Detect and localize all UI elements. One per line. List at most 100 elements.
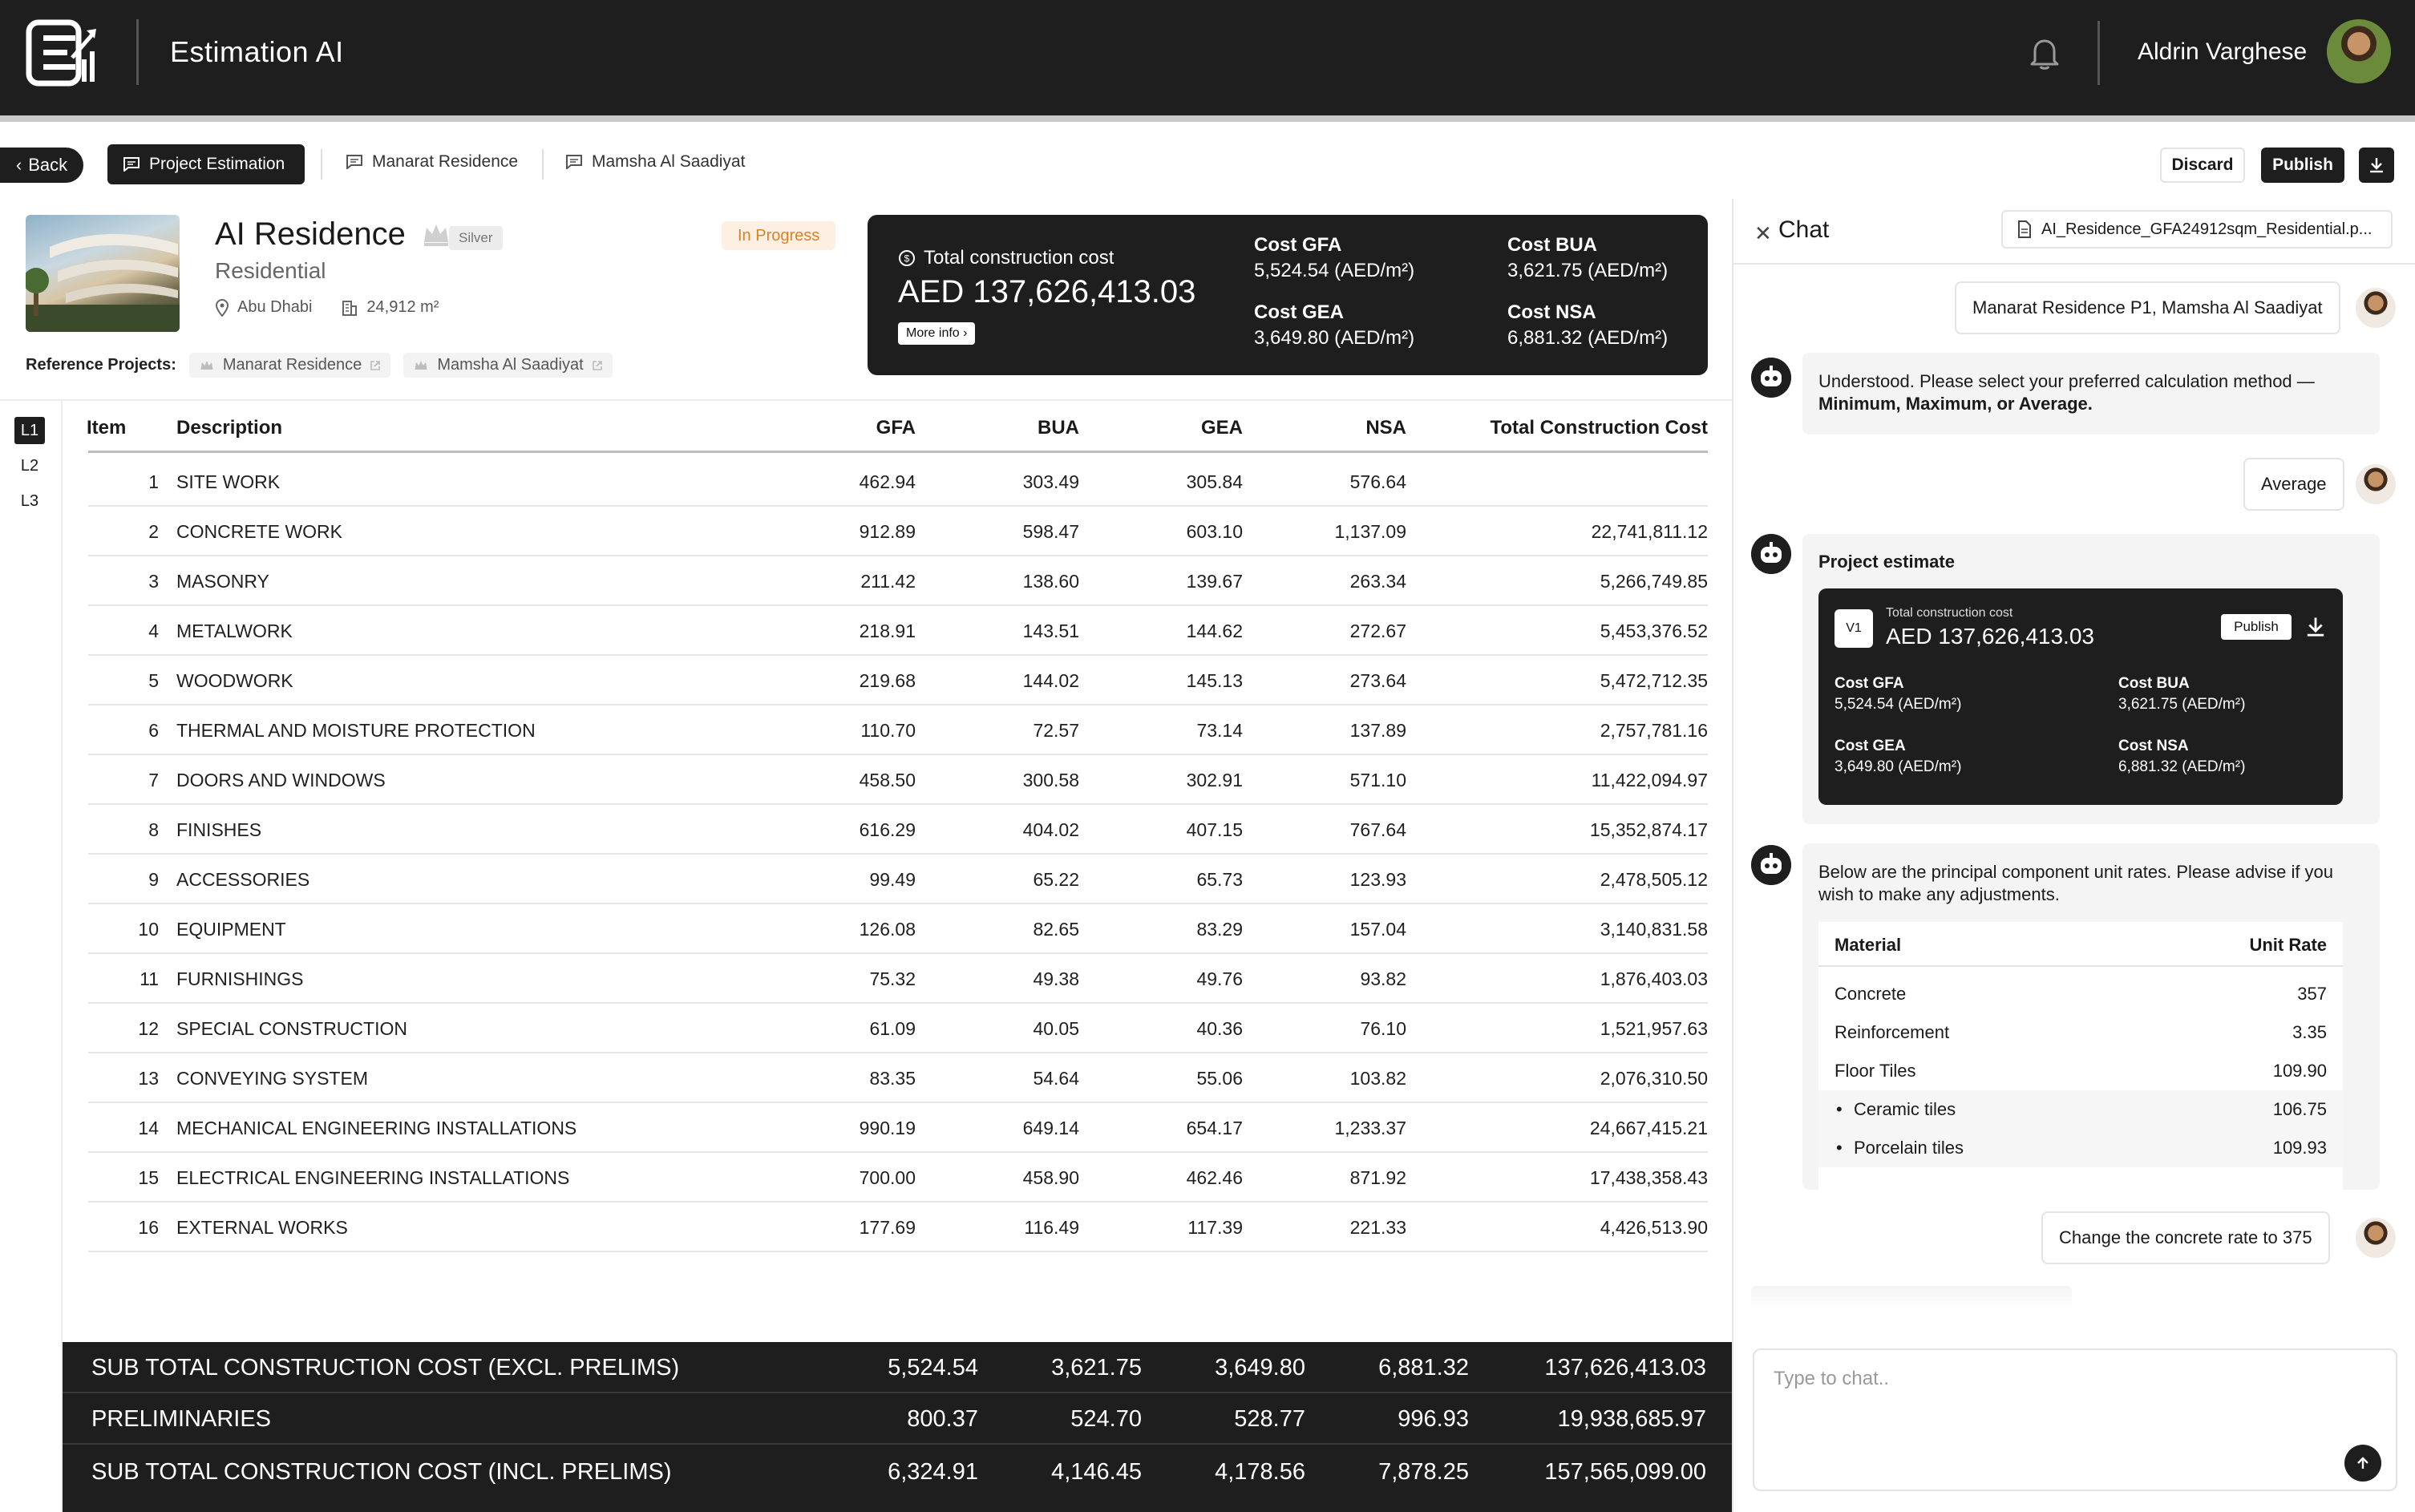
- tab-manarat-residence[interactable]: Manarat Residence: [346, 152, 518, 172]
- cell-gfa: 458.50: [859, 770, 916, 790]
- status-badge: In Progress: [722, 221, 836, 250]
- table-row[interactable]: 10 EQUIPMENT 126.08 82.65 83.29 157.04 3,140,8…: [88, 904, 1708, 954]
- total-label: SUB TOTAL CONSTRUCTION COST (INCL. PRELI…: [91, 1459, 672, 1485]
- user-avatar[interactable]: [2327, 19, 2391, 83]
- cell-item: 15: [138, 1167, 159, 1188]
- cell-gea: 49.76: [1196, 968, 1243, 989]
- estimation-ai-logo[interactable]: [26, 19, 98, 87]
- cell-gea: 83.29: [1196, 919, 1243, 940]
- table-row[interactable]: 3 MASONRY 211.42 138.60 139.67 263.34 5,266,74…: [88, 556, 1708, 606]
- table-row[interactable]: 11 FURNISHINGS 75.32 49.38 49.76 93.82 1,876,4…: [88, 954, 1708, 1004]
- cell-total-cost: 4,426,513.90: [1600, 1217, 1708, 1238]
- cell-item: 4: [148, 621, 159, 641]
- table-row[interactable]: 16 EXTERNAL WORKS 177.69 116.49 117.39 221.33…: [88, 1203, 1708, 1252]
- estimate-cost-gea: Cost GEA 3,649.80 (AED/m²): [1835, 736, 1961, 778]
- discard-button[interactable]: Discard: [2160, 148, 2245, 183]
- project-image: [26, 215, 180, 332]
- table-row[interactable]: 2 CONCRETE WORK 912.89 598.47 603.10 1,137.09…: [88, 507, 1708, 556]
- cell-total-cost: 17,438,358.43: [1589, 1167, 1708, 1188]
- cell-bua: 598.47: [1022, 521, 1079, 542]
- cell-description: FURNISHINGS: [176, 968, 304, 989]
- building-icon: [342, 300, 358, 316]
- rate-row[interactable]: • Porcelain tiles 109.93: [1818, 1129, 2343, 1167]
- cell-gfa: 110.70: [860, 720, 916, 741]
- table-row[interactable]: 13 CONVEYING SYSTEM 83.35 54.64 55.06 103.82 2…: [88, 1053, 1708, 1103]
- rate-row[interactable]: Reinforcement 3.35: [1818, 1013, 2343, 1052]
- cost-key: Cost NSA: [1507, 301, 1596, 323]
- cell-description: ELECTRICAL ENGINEERING INSTALLATIONS: [176, 1167, 570, 1188]
- back-button[interactable]: ‹ Back: [0, 148, 83, 183]
- table-row[interactable]: 5 WOODWORK 219.68 144.02 145.13 273.64 5,472,7…: [88, 656, 1708, 705]
- project-area: 24,912 m²: [366, 298, 439, 316]
- level-l3[interactable]: L3: [20, 491, 39, 510]
- tab-label: Project Estimation: [149, 155, 285, 173]
- table-row[interactable]: 15 ELECTRICAL ENGINEERING INSTALLATIONS 70…: [88, 1153, 1708, 1203]
- rate-value: 3.35: [2292, 1022, 2327, 1042]
- estimate-publish-button[interactable]: Publish: [2221, 614, 2292, 640]
- cell-item: 13: [138, 1068, 159, 1089]
- total-cost: 157,565,099.00: [1544, 1459, 1706, 1485]
- bot-icon: [1751, 845, 1791, 885]
- cell-bua: 65.22: [1033, 869, 1079, 890]
- table-row[interactable]: 9 ACCESSORIES 99.49 65.22 65.73 123.93 2,478,5…: [88, 855, 1708, 904]
- cell-nsa: 1,233.37: [1334, 1118, 1406, 1138]
- cell-gfa: 75.32: [869, 968, 916, 989]
- table-row[interactable]: 12 SPECIAL CONSTRUCTION 61.09 40.05 40.36 76.…: [88, 1004, 1708, 1053]
- project-meta: Abu Dhabi 24,912 m²: [215, 298, 439, 317]
- cost-key: Cost GEA: [1254, 301, 1345, 323]
- table-row[interactable]: 7 DOORS AND WINDOWS 458.50 300.58 302.91 571.…: [88, 755, 1708, 805]
- tab-label: Mamsha Al Saadiyat: [592, 152, 746, 171]
- cell-total-cost: 24,667,415.21: [1589, 1118, 1708, 1138]
- table-row[interactable]: 14 MECHANICAL ENGINEERING INSTALLATIONS 99…: [88, 1103, 1708, 1153]
- dollar-circle-icon: $: [899, 250, 915, 266]
- cell-gea: 407.15: [1186, 819, 1243, 840]
- send-button[interactable]: [2344, 1445, 2381, 1482]
- user-name[interactable]: Aldrin Varghese: [2138, 38, 2308, 65]
- cell-description: WOODWORK: [176, 670, 293, 691]
- total-cost: 137,626,413.03: [1544, 1355, 1706, 1381]
- close-icon[interactable]: ✕: [1754, 221, 1772, 245]
- table-row[interactable]: 4 METALWORK 218.91 143.51 144.62 272.67 5,453,…: [88, 606, 1708, 656]
- publish-button[interactable]: Publish: [2261, 148, 2344, 183]
- rate-row[interactable]: Floor Tiles 109.90: [1818, 1052, 2343, 1090]
- cell-gea: 40.36: [1196, 1018, 1243, 1039]
- bell-icon[interactable]: [2029, 35, 2061, 71]
- more-info-button[interactable]: More info ›: [898, 322, 976, 345]
- chat-input-box[interactable]: Type to chat..: [1753, 1348, 2397, 1491]
- rate-row[interactable]: Concrete 357: [1818, 975, 2343, 1013]
- download-button[interactable]: [2359, 148, 2394, 183]
- cell-gfa: 616.29: [859, 819, 916, 840]
- download-icon[interactable]: [2304, 616, 2327, 638]
- document-icon: [2018, 220, 2031, 238]
- cell-bua: 458.90: [1022, 1167, 1079, 1188]
- level-l1[interactable]: L1: [14, 417, 45, 444]
- tab-project-estimation[interactable]: Project Estimation: [107, 144, 305, 184]
- external-link-icon: [592, 360, 602, 370]
- table-row[interactable]: 6 THERMAL AND MOISTURE PROTECTION 110.70 72…: [88, 705, 1708, 755]
- cell-gea: 73.14: [1196, 720, 1243, 741]
- chat-input[interactable]: Type to chat..: [1774, 1368, 1890, 1389]
- tab-mamsha-al-saadiyat[interactable]: Mamsha Al Saadiyat: [566, 152, 745, 172]
- project-type: Residential: [215, 258, 326, 283]
- reference-chip-manarat[interactable]: Manarat Residence: [188, 353, 391, 378]
- header-divider: [88, 451, 1708, 453]
- col-total-cost: Total Construction Cost: [1490, 417, 1708, 439]
- attached-file-chip[interactable]: AI_Residence_GFA24912sqm_Residential.p..…: [2001, 210, 2393, 249]
- cell-gea: 654.17: [1186, 1118, 1243, 1138]
- rate-row[interactable]: • Ceramic tiles 106.75: [1818, 1090, 2343, 1129]
- level-l2[interactable]: L2: [20, 456, 39, 475]
- cost-value: 6,881.32 (AED/m²): [1507, 327, 1669, 349]
- cell-description: CONVEYING SYSTEM: [176, 1068, 368, 1089]
- chat-bubble-icon: [123, 157, 140, 172]
- table-row[interactable]: 8 FINISHES 616.29 404.02 407.15 767.64 15,352,…: [88, 805, 1708, 855]
- cell-nsa: 576.64: [1349, 471, 1406, 492]
- cell-description: CONCRETE WORK: [176, 521, 342, 542]
- estimate-label: Total construction cost: [1886, 606, 2013, 620]
- cell-gfa: 177.69: [859, 1217, 916, 1238]
- table-row[interactable]: 1 SITE WORK 462.94 303.49 305.84 576.64: [88, 457, 1708, 507]
- reference-chip-mamsha[interactable]: Mamsha Al Saadiyat: [403, 353, 613, 378]
- rate-value: 357: [2297, 984, 2327, 1004]
- total-gea: 4,178.56: [1215, 1459, 1305, 1485]
- cell-gea: 55.06: [1196, 1068, 1243, 1089]
- cost-value: 6,881.32 (AED/m²): [2118, 758, 2246, 775]
